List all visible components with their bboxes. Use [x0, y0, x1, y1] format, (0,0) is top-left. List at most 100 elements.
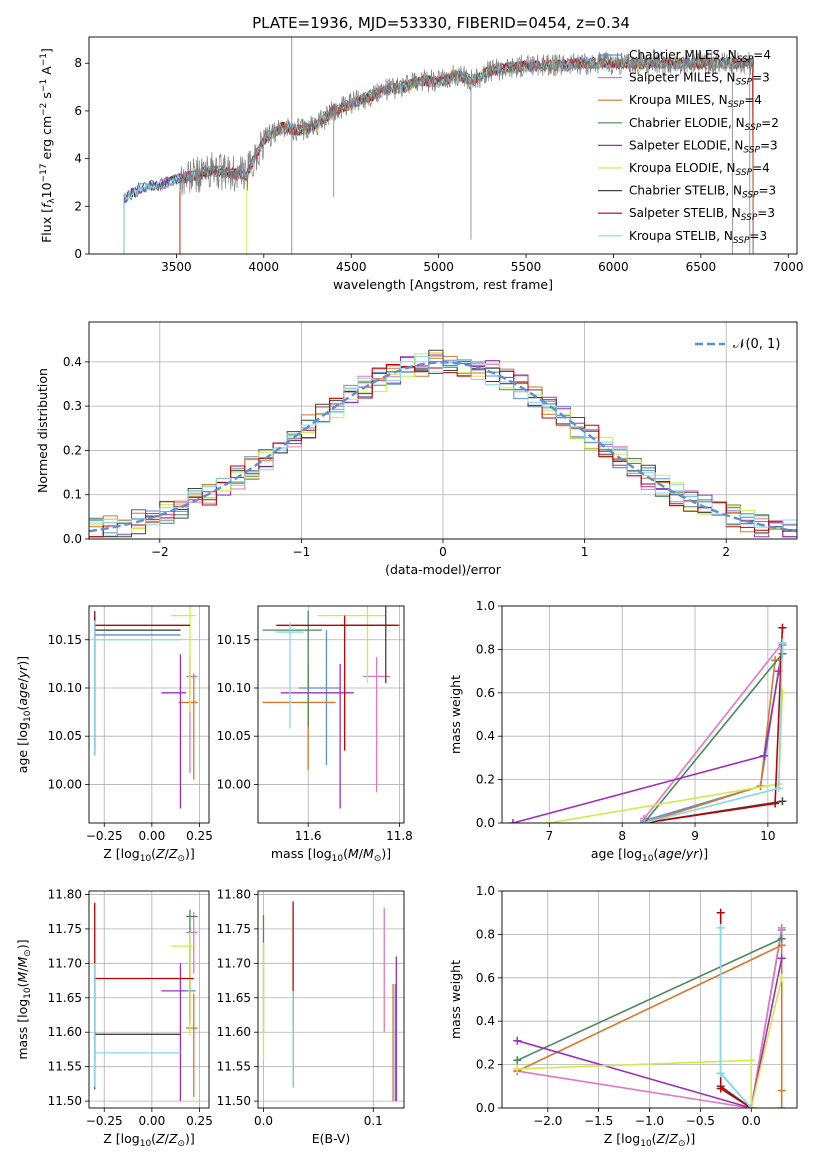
label-part: Flux [ [39, 208, 54, 243]
mass-weight-point [778, 638, 787, 647]
label-part: erg cm [39, 116, 54, 164]
legend-entry: Salpeter STELIB, NSSP=3 [629, 206, 775, 223]
x-tick-label: 0.0 [742, 1114, 761, 1128]
y-tick-label: 0.4 [476, 1014, 495, 1028]
mass-weight-kroupa-stelib [640, 638, 787, 823]
mass-weight-point [513, 1064, 522, 1073]
y-tick-label: 0.0 [476, 816, 495, 830]
y-tick-label: 10.05 [217, 729, 251, 743]
mass-weight-salpeter-stelib [716, 908, 756, 1108]
label-part: =3 [757, 206, 775, 220]
y-axis-label: mass weight [448, 960, 463, 1039]
y-tick-label: 11.55 [48, 1060, 82, 1074]
axes-mass_weight_vs_Z: −2.0 −1.5 −1.0 −0.5 0.0 0.0 0.2 0.4 0.6 0.8 1.0 Z [… [448, 884, 798, 1149]
y-tick-label: 8 [74, 56, 82, 70]
errorbar-kroupa-miles [186, 993, 198, 1097]
plot-area [89, 349, 797, 538]
label-part: mass [ [15, 1018, 30, 1060]
label-part: log [121, 1131, 140, 1146]
y-tick-label: 0.4 [63, 355, 82, 369]
y-tick-label: 0.3 [63, 399, 82, 413]
label-part: Chabrier MILES, N [629, 48, 737, 62]
errorbar-kroupa-elodie [170, 932, 196, 1036]
y-tick-label: 0.2 [476, 773, 495, 787]
legend-entry: Salpeter ELODIE, NSSP=3 [629, 138, 778, 155]
x-tick-label: 5500 [511, 260, 542, 274]
mass-weight-point [513, 1056, 522, 1065]
label-part: s [39, 92, 54, 103]
label-part: Normed distribution [35, 368, 50, 493]
legend-entry: Kroupa STELIB, NSSP=3 [629, 229, 767, 246]
mass-weight-point [778, 623, 787, 632]
errorbar-salpeter-elodie [161, 654, 187, 809]
mass-weight-point [747, 1056, 756, 1065]
y-tick-label: 11.75 [217, 922, 251, 936]
y-tick-label: 1.0 [476, 884, 495, 898]
x-axis-label: (data-model)/error [385, 562, 502, 577]
errorbar-salpeter-stelib [94, 615, 190, 751]
x-tick-label: 0.00 [138, 829, 165, 843]
axes-mass_vs_Z: −0.25 0.00 0.25 11.50 11.55 11.60 11.65 11.70 11… [15, 887, 213, 1149]
label-part: M [348, 846, 359, 861]
plot-area [94, 606, 198, 809]
label-part: Z [155, 846, 165, 861]
y-tick-label: 0.1 [63, 488, 82, 502]
mass-weight-point [747, 1104, 756, 1108]
x-tick-label: 0.0 [254, 1114, 273, 1128]
label-part: 10 [39, 182, 54, 198]
model-spectrum-kroupa-elodie [245, 55, 754, 254]
x-tick-label: 11.6 [295, 829, 322, 843]
y-tick-label: 11.50 [48, 1094, 82, 1108]
mass-weight-chabrier-elodie [513, 934, 786, 1065]
label-part: Kroupa STELIB, N [629, 229, 733, 243]
label-part: =3 [760, 138, 778, 152]
label-part: / [682, 846, 687, 861]
x-tick-label: 4000 [249, 260, 280, 274]
label-part: )] [381, 846, 391, 861]
mass-weight-line [643, 642, 784, 820]
label-part: ( [343, 846, 348, 861]
y-tick-label: 11.60 [48, 1025, 82, 1039]
label-part: SSP [742, 191, 759, 201]
label-part: (data-model)/error [385, 562, 502, 577]
label-part: Kroupa ELODIE, N [629, 161, 736, 175]
label-part: )] [698, 846, 708, 861]
mass-weight-point [777, 934, 786, 943]
y-tick-label: 11.55 [217, 1060, 251, 1074]
label-part: Chabrier ELODIE, N [629, 116, 745, 130]
label-part: ⊙ [177, 1139, 185, 1149]
errorbar-kroupa-elodie [317, 606, 386, 684]
label-part: ( [653, 846, 658, 861]
mass-weight-chabrier-miles [640, 641, 787, 823]
x-tick-label: 6000 [598, 260, 629, 274]
x-tick-label: 6500 [686, 260, 717, 274]
mass-weight-line [517, 958, 783, 1108]
y-tick-label: 11.50 [217, 1094, 251, 1108]
label-part: yr [685, 846, 699, 861]
mass-weight-kroupa-stelib [716, 923, 756, 1108]
label-part: 10 [23, 987, 33, 999]
x-tick-label: 0.25 [186, 829, 213, 843]
label-part: )] [185, 846, 195, 861]
x-tick-label: 3500 [161, 260, 192, 274]
mass-weight-point [771, 799, 780, 808]
label-part: −1 [39, 53, 49, 66]
model-spectrum-chabrier-miles [123, 55, 754, 254]
axes-frame [88, 605, 210, 824]
mass-weight-point [777, 954, 786, 963]
label-part: 10 [642, 854, 654, 864]
errorbar-chabrier-miles [94, 615, 181, 751]
x-axis-label: Z [log10(Z/Z⊙)] [604, 1131, 696, 1149]
label-part: =2 [761, 116, 779, 130]
mass-weight-point [513, 1036, 522, 1045]
y-tick-label: 11.70 [48, 956, 82, 970]
label-part: )] [185, 1131, 195, 1146]
y-tick-label: 4 [74, 152, 82, 166]
mass-weight-line [643, 653, 784, 823]
plot-area [262, 606, 400, 809]
label-part: SSP [737, 55, 754, 65]
label-part: 10 [140, 1139, 152, 1149]
y-tick-label: 10.15 [48, 633, 82, 647]
